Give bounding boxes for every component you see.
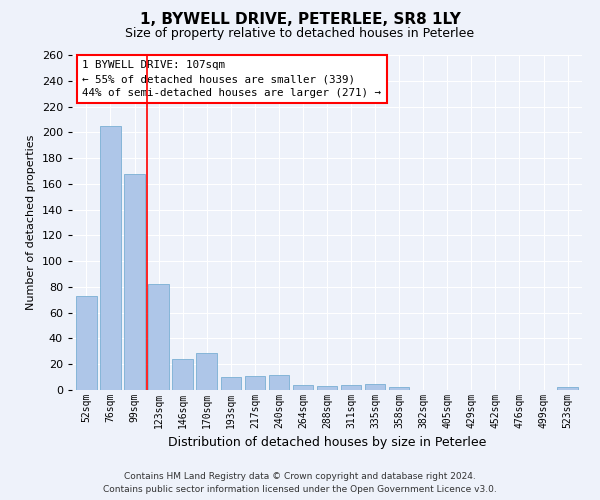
Bar: [221, 377, 241, 390]
Bar: [389, 388, 409, 390]
Bar: [365, 384, 385, 390]
Bar: [172, 359, 193, 390]
Bar: [269, 374, 289, 390]
Bar: [76, 296, 97, 390]
Bar: [100, 126, 121, 390]
X-axis label: Distribution of detached houses by size in Peterlee: Distribution of detached houses by size …: [168, 436, 486, 450]
Bar: [293, 385, 313, 390]
Bar: [245, 376, 265, 390]
Text: Size of property relative to detached houses in Peterlee: Size of property relative to detached ho…: [125, 28, 475, 40]
Y-axis label: Number of detached properties: Number of detached properties: [26, 135, 36, 310]
Text: Contains HM Land Registry data © Crown copyright and database right 2024.
Contai: Contains HM Land Registry data © Crown c…: [103, 472, 497, 494]
Bar: [148, 284, 169, 390]
Bar: [557, 388, 578, 390]
Text: 1, BYWELL DRIVE, PETERLEE, SR8 1LY: 1, BYWELL DRIVE, PETERLEE, SR8 1LY: [140, 12, 460, 28]
Bar: [124, 174, 145, 390]
Bar: [317, 386, 337, 390]
Text: 1 BYWELL DRIVE: 107sqm
← 55% of detached houses are smaller (339)
44% of semi-de: 1 BYWELL DRIVE: 107sqm ← 55% of detached…: [82, 60, 381, 98]
Bar: [341, 385, 361, 390]
Bar: [196, 352, 217, 390]
